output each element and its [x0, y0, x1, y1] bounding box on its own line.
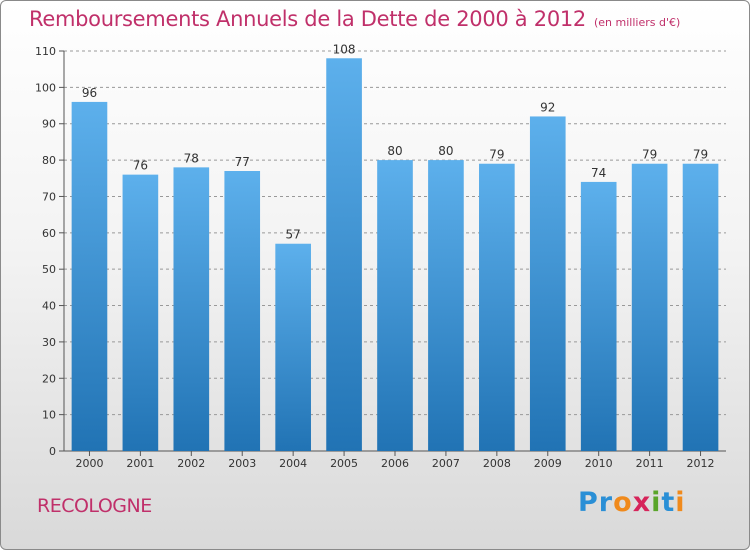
data-label-2011: 79 — [642, 148, 657, 162]
x-tick-label: 2009 — [534, 457, 562, 470]
data-label-2004: 57 — [286, 228, 301, 242]
data-label-2005: 108 — [333, 42, 356, 56]
bar-2002 — [173, 167, 210, 451]
x-tick-label: 2001 — [126, 457, 154, 470]
logo-letter: i — [675, 487, 686, 518]
x-tick-label: 2010 — [585, 457, 613, 470]
x-tick-label: 2006 — [381, 457, 409, 470]
bar-2004 — [275, 243, 311, 451]
data-label-2006: 80 — [387, 144, 402, 158]
y-tick-label: 10 — [42, 409, 56, 422]
proxiti-logo: Proxiti — [578, 487, 686, 518]
x-tick-label: 2011 — [636, 457, 664, 470]
data-label-2008: 79 — [489, 148, 504, 162]
data-label-2010: 74 — [591, 166, 606, 180]
bar-2008 — [479, 163, 515, 451]
x-tick-label: 2007 — [432, 457, 460, 470]
y-tick-label: 90 — [42, 118, 56, 131]
logo-letter: x — [632, 487, 652, 518]
logo-letter: t — [661, 487, 676, 518]
data-label-2003: 77 — [235, 155, 250, 169]
y-tick-label: 30 — [42, 336, 56, 349]
y-tick-label: 70 — [42, 190, 56, 203]
y-tick-label: 60 — [42, 227, 56, 240]
chart-title: Remboursements Annuels de la Dette de 20… — [29, 7, 586, 31]
x-tick-label: 2003 — [228, 457, 256, 470]
data-label-2012: 79 — [693, 148, 708, 162]
x-tick-label: 2012 — [687, 457, 715, 470]
chart-unit: (en milliers d'€) — [594, 16, 681, 29]
data-label-2007: 80 — [438, 144, 453, 158]
data-label-2002: 78 — [184, 151, 199, 165]
bars — [71, 58, 719, 452]
y-tick-label: 50 — [42, 263, 56, 276]
logo-letter: o — [613, 487, 633, 518]
bar-2000 — [71, 101, 108, 451]
y-tick-label: 0 — [49, 445, 56, 458]
y-tick-label: 80 — [42, 154, 56, 167]
bar-2006 — [377, 160, 413, 451]
data-label-2000: 96 — [82, 86, 97, 100]
place-name: RECOLOGNE — [37, 495, 152, 517]
bar-2011 — [631, 163, 668, 451]
y-tick-label: 20 — [42, 372, 56, 385]
axes: 0 10 20 30 40 50 60 70 80 90 100 110 2000 2001 2002 200… — [35, 45, 726, 470]
x-tick-label: 2004 — [279, 457, 307, 470]
x-tick-label: 2002 — [177, 457, 205, 470]
data-label-2001: 76 — [133, 159, 148, 173]
chart-title-block: Remboursements Annuels de la Dette de 20… — [29, 7, 680, 31]
bar-2009 — [529, 116, 566, 452]
x-tick-label: 2005 — [330, 457, 358, 470]
bar-2012 — [682, 163, 719, 451]
bar-2010 — [580, 181, 617, 451]
bar-2001 — [122, 174, 159, 452]
logo-letter: r — [598, 487, 614, 518]
x-tick-label: 2000 — [75, 457, 103, 470]
logo-letter: i — [651, 487, 662, 518]
data-label-2009: 92 — [540, 100, 555, 114]
y-tick-label: 110 — [35, 45, 56, 58]
bar-2007 — [428, 160, 464, 451]
logo-letter: P — [578, 487, 599, 518]
bar-2003 — [224, 171, 261, 451]
data-labels: 96 76 78 77 57 108 80 80 79 92 74 79 79 — [82, 42, 708, 241]
bar-2005 — [326, 58, 362, 451]
y-tick-label: 40 — [42, 300, 56, 313]
y-tick-label: 100 — [35, 81, 56, 94]
x-tick-label: 2008 — [483, 457, 511, 470]
